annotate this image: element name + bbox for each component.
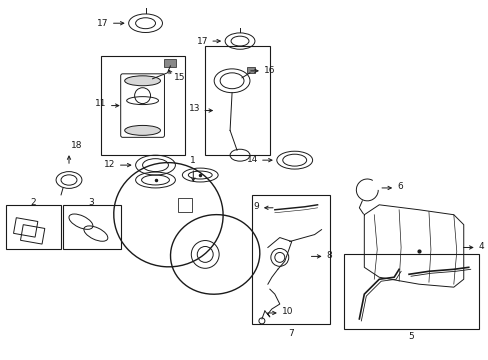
Text: 17: 17 xyxy=(196,37,208,46)
Bar xyxy=(14,218,38,237)
Text: 1: 1 xyxy=(190,156,196,165)
Ellipse shape xyxy=(124,76,160,86)
Text: 13: 13 xyxy=(188,104,200,113)
Bar xyxy=(101,56,185,155)
Text: 3: 3 xyxy=(88,198,94,207)
Bar xyxy=(246,67,254,73)
Text: 8: 8 xyxy=(326,251,332,260)
Bar xyxy=(205,46,269,155)
Text: 16: 16 xyxy=(264,66,275,75)
Text: 5: 5 xyxy=(407,332,413,341)
Text: 9: 9 xyxy=(253,202,258,211)
Text: 2: 2 xyxy=(30,198,36,207)
Bar xyxy=(63,205,121,249)
Text: 4: 4 xyxy=(478,242,483,251)
Text: 12: 12 xyxy=(104,159,116,168)
Text: 10: 10 xyxy=(281,307,293,316)
Bar xyxy=(20,225,45,244)
Bar xyxy=(344,255,478,329)
Bar xyxy=(251,195,329,324)
Text: 11: 11 xyxy=(95,99,106,108)
Text: 14: 14 xyxy=(246,155,257,164)
Bar xyxy=(164,59,176,67)
Text: 17: 17 xyxy=(97,19,108,28)
Text: 6: 6 xyxy=(396,183,402,192)
Text: 7: 7 xyxy=(287,329,293,338)
Text: 18: 18 xyxy=(71,141,82,150)
Bar xyxy=(6,205,61,249)
Text: 15: 15 xyxy=(174,73,185,82)
Ellipse shape xyxy=(124,125,160,135)
